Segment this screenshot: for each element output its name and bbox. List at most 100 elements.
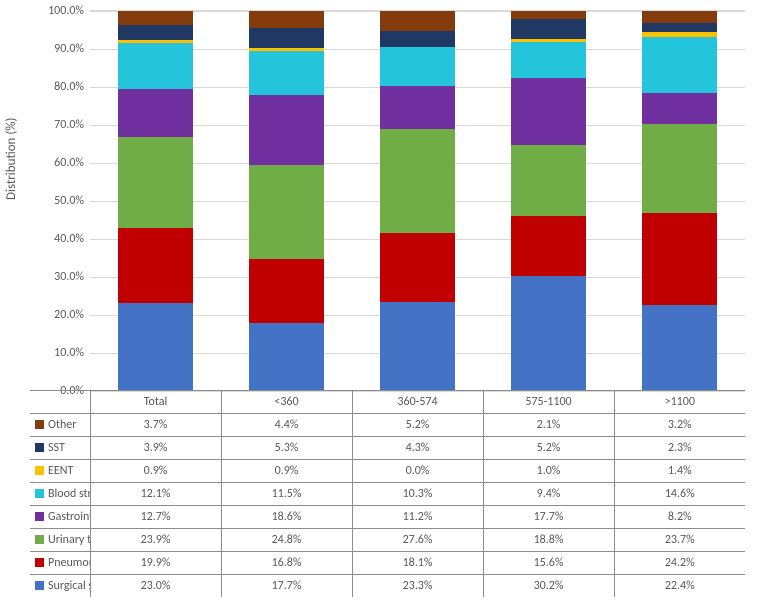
series-label-text: Urinary tract infection [48, 533, 90, 547]
y-tick-label: 40.0% [54, 232, 90, 246]
table-cell: 5.2% [483, 437, 614, 460]
series-label-cell: SST [30, 437, 90, 460]
y-tick-label: 80.0% [54, 80, 90, 94]
bar-segment-gi [118, 89, 194, 137]
table-column-header: 360-574 [352, 391, 483, 414]
series-label-cell: Surgical site infection [30, 575, 90, 598]
table-row: Gastrointestinal infection12.7%18.6%11.2… [30, 506, 745, 529]
legend-swatch [35, 512, 44, 521]
plot-area: 0.0%10.0%20.0%30.0%40.0%50.0%60.0%70.0%8… [90, 10, 745, 390]
bar-segment-surgical [380, 302, 456, 390]
table-cell: 4.4% [221, 414, 352, 437]
table-cell: 24.8% [221, 529, 352, 552]
table-cell: 1.4% [614, 460, 745, 483]
table-column-header: 575-1100 [483, 391, 614, 414]
table-cell: 3.9% [90, 437, 221, 460]
table-cell: 11.5% [221, 483, 352, 506]
bar-segment-pneumonia [642, 213, 718, 305]
table-cell: 23.0% [90, 575, 221, 598]
bar-segment-other [642, 11, 718, 23]
bar-segment-surgical [118, 303, 194, 390]
table-cell: 17.7% [221, 575, 352, 598]
series-label-cell: Pneumonia [30, 552, 90, 575]
table-column-header: >1100 [614, 391, 745, 414]
table-row: Blood stream infection12.1%11.5%10.3%9.4… [30, 483, 745, 506]
stacked-bar [249, 11, 325, 390]
y-tick-label: 30.0% [54, 270, 90, 284]
series-label-cell: Urinary tract infection [30, 529, 90, 552]
y-tick-label: 100.0% [48, 4, 90, 18]
bar-segment-gi [511, 78, 587, 145]
bar-segment-bsi [118, 43, 194, 89]
stacked-bar [642, 11, 718, 390]
table-cell: 5.3% [221, 437, 352, 460]
table-row: Other3.7%4.4%5.2%2.1%3.2% [30, 414, 745, 437]
bar-segment-bsi [642, 37, 718, 92]
bar-segment-gi [642, 93, 718, 124]
table-cell: 3.2% [614, 414, 745, 437]
y-tick-label: 90.0% [54, 42, 90, 56]
y-axis-label: Distribution (%) [4, 118, 19, 201]
y-tick-label: 20.0% [54, 308, 90, 322]
table-cell: 18.6% [221, 506, 352, 529]
bar-slot [90, 11, 221, 390]
series-label-cell: Gastrointestinal infection [30, 506, 90, 529]
table-cell: 15.6% [483, 552, 614, 575]
bar-segment-sst [642, 23, 718, 32]
bar-segment-gi [380, 86, 456, 128]
series-label-text: SST [48, 441, 65, 455]
table-cell: 19.9% [90, 552, 221, 575]
table-cell: 12.1% [90, 483, 221, 506]
table-row: SST3.9%5.3%4.3%5.2%2.3% [30, 437, 745, 460]
bar-slot [221, 11, 352, 390]
bar-segment-pneumonia [249, 259, 325, 323]
table-column-header: <360 [221, 391, 352, 414]
table-cell: 18.8% [483, 529, 614, 552]
y-tick-label: 50.0% [54, 194, 90, 208]
series-label-text: Blood stream infection [48, 487, 90, 501]
bar-segment-other [511, 11, 587, 19]
bar-slot [614, 11, 745, 390]
bar-slot [352, 11, 483, 390]
table-cell: 1.0% [483, 460, 614, 483]
bar-segment-pneumonia [380, 233, 456, 302]
bar-segment-other [380, 11, 456, 31]
stacked-bar [118, 11, 194, 390]
table-cell: 16.8% [221, 552, 352, 575]
table-cell: 14.6% [614, 483, 745, 506]
table-cell: 0.0% [352, 460, 483, 483]
legend-swatch [35, 581, 44, 590]
series-label-cell: Blood stream infection [30, 483, 90, 506]
bar-segment-sst [118, 25, 194, 40]
bar-segment-uti [642, 124, 718, 214]
series-label-text: Gastrointestinal infection [48, 510, 90, 524]
bar-segment-bsi [249, 51, 325, 95]
table-cell: 23.7% [614, 529, 745, 552]
bar-segment-surgical [511, 276, 587, 390]
bar-segment-surgical [642, 305, 718, 390]
stacked-bar [511, 11, 587, 390]
table-cell: 5.2% [352, 414, 483, 437]
bar-segment-sst [249, 28, 325, 48]
table-cell: 4.3% [352, 437, 483, 460]
bar-segment-gi [249, 95, 325, 165]
y-tick-label: 10.0% [54, 346, 90, 360]
y-tick-label: 60.0% [54, 156, 90, 170]
table-row: Surgical site infection23.0%17.7%23.3%30… [30, 575, 745, 598]
table-cell: 30.2% [483, 575, 614, 598]
stacked-bars [90, 11, 745, 390]
figure: Distribution (%) 0.0%10.0%20.0%30.0%40.0… [0, 0, 767, 614]
series-label-text: Other [48, 418, 76, 432]
table-cell: 27.6% [352, 529, 483, 552]
table-cell: 22.4% [614, 575, 745, 598]
series-label-text: Pneumonia [48, 556, 90, 570]
table-cell: 18.1% [352, 552, 483, 575]
legend-swatch [35, 535, 44, 544]
legend-swatch [35, 558, 44, 567]
table-column-header: Total [90, 391, 221, 414]
table-cell: 8.2% [614, 506, 745, 529]
bar-segment-uti [118, 137, 194, 227]
bar-slot [483, 11, 614, 390]
table-cell: 17.7% [483, 506, 614, 529]
table-cell: 11.2% [352, 506, 483, 529]
